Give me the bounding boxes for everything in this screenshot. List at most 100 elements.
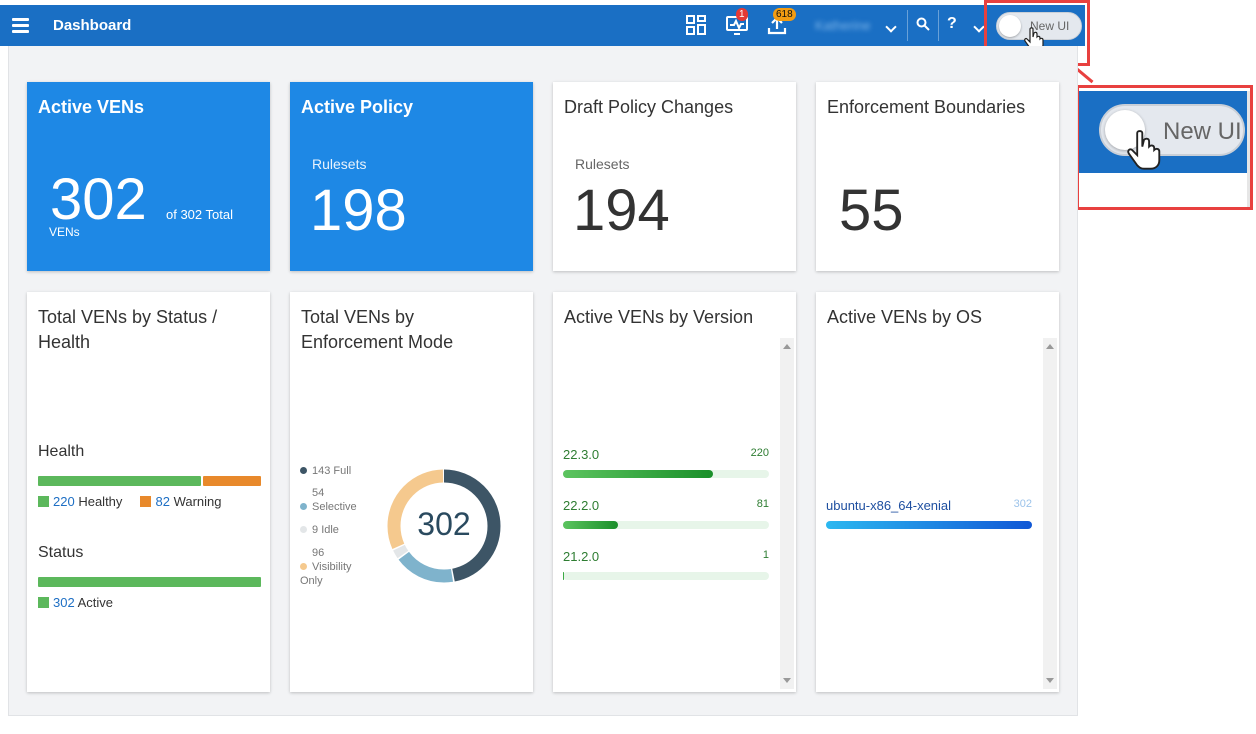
donut-total: 302 xyxy=(417,506,471,542)
os-count: 302 xyxy=(1013,498,1032,510)
legend-label: Full xyxy=(333,465,352,477)
legend-item-visibility[interactable]: 96 Visibility Only xyxy=(300,546,370,588)
zoom-toggle-label: New UI xyxy=(1163,118,1242,145)
legend-label: Selective xyxy=(312,501,357,513)
alerts-monitor-icon[interactable]: 1 xyxy=(726,8,748,37)
chevron-down-icon[interactable] xyxy=(973,21,985,33)
scroll-up-icon[interactable] xyxy=(1046,344,1054,349)
active-vens-card[interactable]: Active VENs 302 of 302 Total VENs xyxy=(27,82,270,271)
card-title-line: Health xyxy=(38,332,91,352)
active-swatch xyxy=(38,597,49,608)
legend-count: 96 xyxy=(312,547,325,559)
active-vens-value: 302 xyxy=(50,167,147,232)
dashboard-content: Active VENs 302 of 302 Total VENs Active… xyxy=(8,46,1078,716)
enforcement-donut-chart[interactable] xyxy=(386,468,502,584)
help-button[interactable]: ? xyxy=(947,15,957,32)
health-heading: Health xyxy=(38,443,85,460)
card-title-line: Enforcement Mode xyxy=(301,332,454,352)
card-title: Active VENs by Version xyxy=(564,307,754,327)
warning-swatch xyxy=(140,496,152,507)
legend-item-idle[interactable]: 9 Idle xyxy=(300,523,339,537)
toggle-label: New UI xyxy=(1030,19,1070,33)
version-label[interactable]: 21.2.0 xyxy=(563,549,600,564)
active-policy-value: 198 xyxy=(310,178,407,243)
version-bar-track[interactable] xyxy=(563,521,769,529)
healthy-count[interactable]: 220 xyxy=(53,494,75,509)
active-vens-total: of 302 Total xyxy=(166,207,233,222)
scroll-down-icon[interactable] xyxy=(1046,678,1054,683)
search-icon[interactable] xyxy=(916,17,938,39)
status-legend: 302 Active xyxy=(38,595,113,610)
scrollbar[interactable] xyxy=(780,338,794,689)
divider xyxy=(907,10,908,41)
card-title: Draft Policy Changes xyxy=(564,97,734,117)
card-title: Total VENs by Enforcement Mode xyxy=(301,305,453,355)
divider xyxy=(938,10,939,41)
version-label[interactable]: 22.2.0 xyxy=(563,498,600,513)
upload-icon[interactable]: 618 xyxy=(767,8,796,37)
warning-count[interactable]: 82 xyxy=(155,494,170,509)
draft-policy-card[interactable]: Draft Policy Changes Rulesets 194 xyxy=(553,82,796,271)
legend-dot xyxy=(300,563,307,570)
draft-policy-value: 194 xyxy=(573,178,670,243)
card-title-line: Total VENs by xyxy=(301,307,415,327)
version-bar-track[interactable] xyxy=(563,572,769,580)
health-bar-healthy[interactable] xyxy=(38,476,201,486)
version-count: 81 xyxy=(756,498,769,510)
legend-dot xyxy=(300,526,307,533)
zoom-edge xyxy=(1247,91,1250,207)
uploads-badge: 618 xyxy=(773,8,796,21)
version-bar-track[interactable] xyxy=(563,470,769,478)
chevron-down-icon[interactable] xyxy=(885,21,897,33)
toggle-knob xyxy=(999,15,1021,37)
version-label[interactable]: 22.3.0 xyxy=(563,447,600,462)
top-bar: Dashboard 1 618 Katherine ? New UI xyxy=(0,5,1085,46)
card-title: Active VENs by OS xyxy=(827,307,983,327)
os-card: Active VENs by OS ubuntu-x86_64-xenial 3… xyxy=(816,292,1059,692)
active-count[interactable]: 302 xyxy=(53,595,75,610)
dashboard-grid-icon[interactable] xyxy=(686,15,708,37)
os-bar[interactable] xyxy=(826,521,1032,529)
card-title: Active VENs xyxy=(38,97,145,117)
os-label[interactable]: ubuntu-x86_64-xenial xyxy=(826,498,952,513)
enforcement-boundaries-value: 55 xyxy=(839,178,904,243)
donut-slice-full[interactable] xyxy=(387,469,501,583)
version-bar-fill xyxy=(563,521,618,529)
version-bar-fill xyxy=(563,470,713,478)
legend-dot xyxy=(300,503,307,510)
user-menu-name[interactable]: Katherine xyxy=(815,18,871,33)
version-bar-fill xyxy=(563,572,564,580)
page-title: Dashboard xyxy=(53,17,132,34)
card-title: Enforcement Boundaries xyxy=(827,97,1026,117)
active-policy-card[interactable]: Active Policy Rulesets 198 xyxy=(290,82,533,271)
status-bar-active[interactable] xyxy=(38,577,261,587)
rulesets-label: Rulesets xyxy=(312,156,367,172)
card-title: Total VENs by Status / Health xyxy=(38,305,217,355)
card-title: Active Policy xyxy=(301,97,414,117)
healthy-swatch xyxy=(38,496,49,507)
donut-slice-visibility[interactable] xyxy=(387,469,501,583)
active-vens-unit: VENs xyxy=(49,225,80,239)
scroll-up-icon[interactable] xyxy=(783,344,791,349)
health-bar-warning[interactable] xyxy=(203,476,261,486)
status-heading: Status xyxy=(38,544,84,561)
enforcement-boundaries-card[interactable]: Enforcement Boundaries 55 xyxy=(816,82,1059,271)
card-title-line: Total VENs by Status / xyxy=(38,307,218,327)
rulesets-label: Rulesets xyxy=(575,156,630,172)
alerts-badge: 1 xyxy=(736,8,748,21)
scroll-down-icon[interactable] xyxy=(783,678,791,683)
legend-item-full[interactable]: 143 Full xyxy=(300,464,351,478)
active-label: Active xyxy=(77,595,114,610)
legend-item-selective[interactable]: 54 Selective xyxy=(300,486,370,514)
scrollbar[interactable] xyxy=(1043,338,1057,689)
health-legend: 220 Healthy 82 Warning xyxy=(38,494,222,509)
donut-slice-selective[interactable] xyxy=(387,469,501,583)
legend-count: 143 xyxy=(312,465,331,477)
hamburger-menu-icon[interactable] xyxy=(12,18,29,33)
version-card: Active VENs by Version 22.3.0 220 22.2.0… xyxy=(553,292,796,692)
zoom-callout: New UI xyxy=(1076,85,1253,210)
zoom-new-ui-toggle: New UI xyxy=(1099,104,1245,156)
enforcement-mode-card: Total VENs by Enforcement Mode 143 Full … xyxy=(290,292,533,692)
version-count: 1 xyxy=(762,549,769,561)
legend-count: 9 xyxy=(312,524,319,536)
